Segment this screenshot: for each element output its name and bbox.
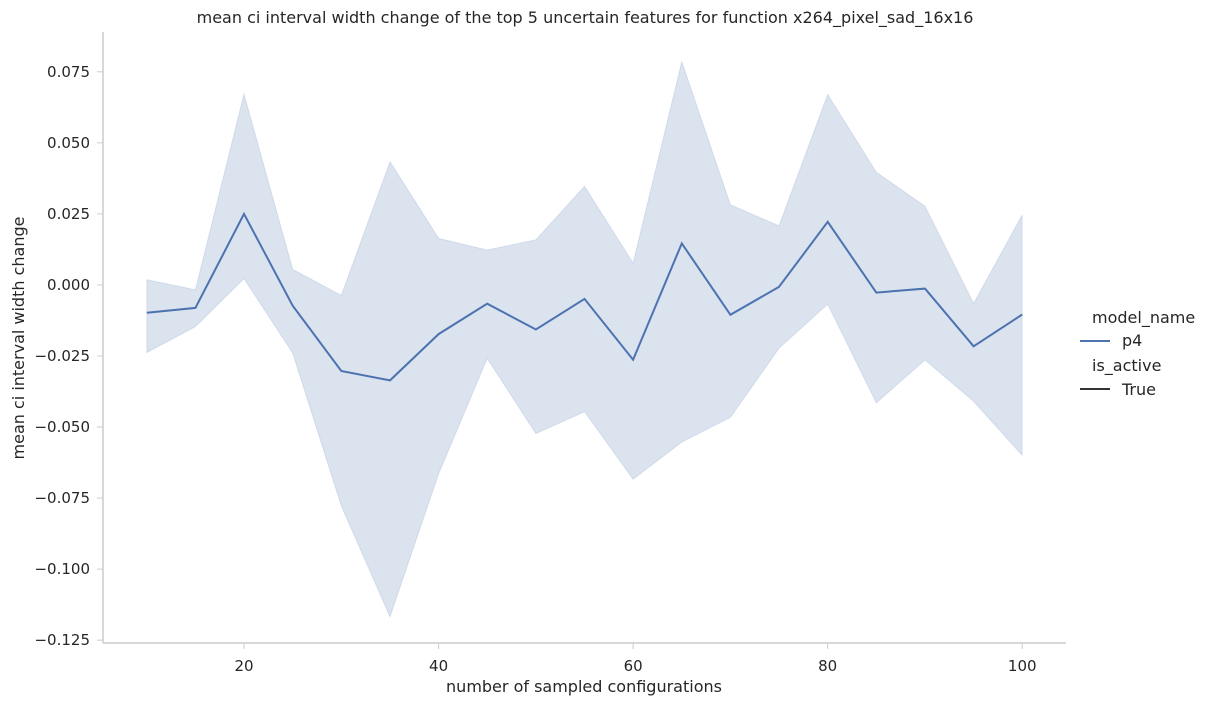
y-tick-label: 0.075 [47,63,90,81]
y-tick-label: 0.050 [47,134,90,152]
y-tick-label: 0.025 [47,205,90,223]
x-axis-title: number of sampled configurations [446,677,722,696]
legend-hue-title: model_name [1092,308,1195,328]
y-axis-title: mean ci interval width change [9,217,28,460]
legend-label-p4: p4 [1122,331,1142,350]
x-tick-label: 100 [1008,657,1037,675]
x-ticks: 20 40 60 80 100 [234,643,1037,675]
y-tick-label: −0.075 [34,489,90,507]
legend-label-true: True [1121,380,1156,399]
series-line-p4 [146,211,1023,382]
y-ticks: 0.075 0.050 0.025 0.000 −0.025 −0.050 −0.075 −0… [34,63,103,649]
y-tick-label: −0.050 [34,418,90,436]
y-tick-label: 0.000 [47,276,90,294]
legend: model_name p4 is_active True [1080,308,1195,399]
x-tick-label: 80 [818,657,837,675]
x-tick-label: 20 [234,657,253,675]
plot-area [146,59,1023,619]
y-tick-label: −0.100 [34,560,90,578]
x-tick-label: 40 [429,657,448,675]
legend-style-title: is_active [1092,356,1161,376]
y-tick-label: −0.125 [34,631,90,649]
confidence-band [146,59,1023,619]
x-tick-label: 60 [624,657,643,675]
chart-title: mean ci interval width change of the top… [197,8,974,28]
y-tick-label: −0.025 [34,347,90,365]
